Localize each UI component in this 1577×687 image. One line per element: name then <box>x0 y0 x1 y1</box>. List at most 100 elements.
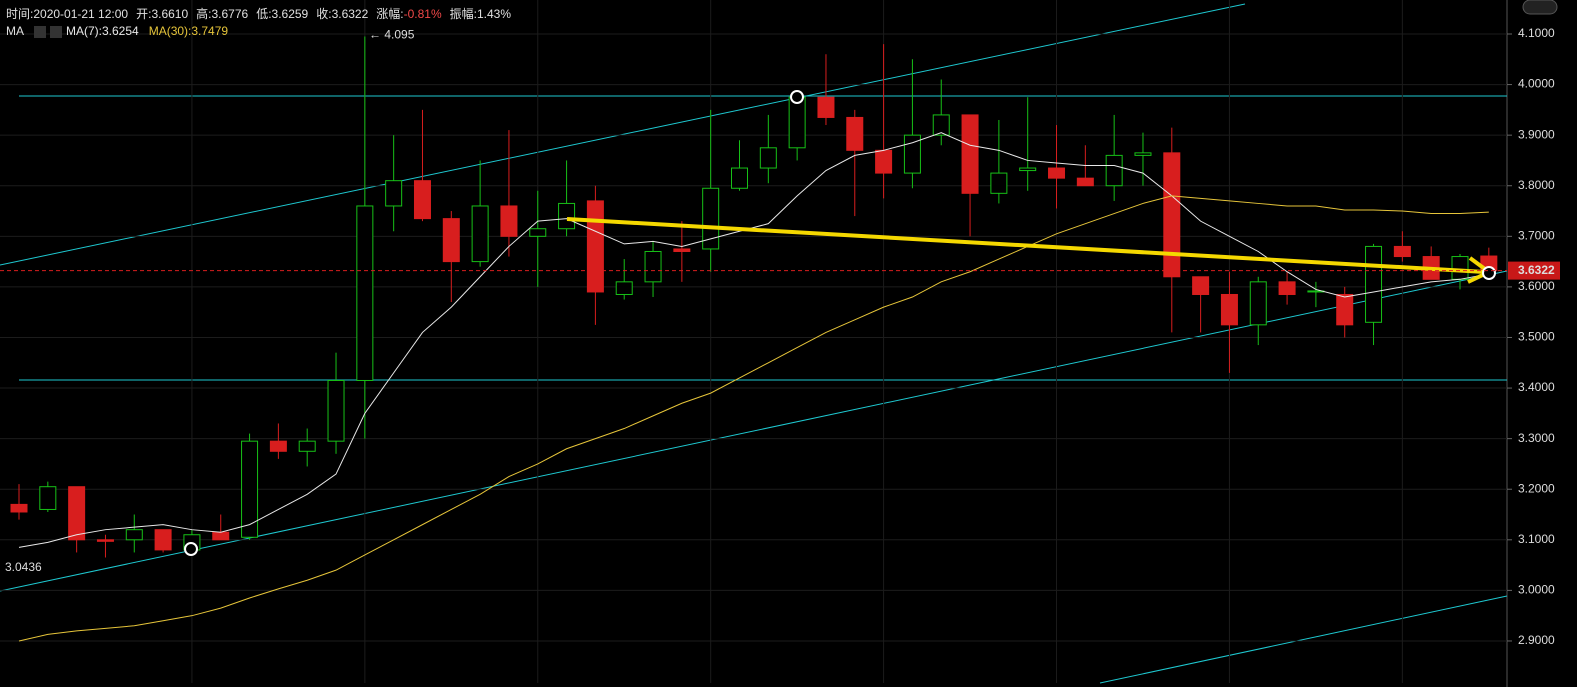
trend-line <box>0 3 1246 266</box>
candle-body <box>442 218 460 263</box>
candle-body <box>471 205 489 263</box>
candle-body <box>903 134 921 174</box>
info-item: 高:3.6776 <box>196 7 248 21</box>
info-label: 涨幅: <box>376 7 404 21</box>
candle-body <box>673 248 691 252</box>
info-value: 1.43% <box>477 7 512 21</box>
info-value: 3.6322 <box>331 7 369 21</box>
y-tick-label: 3.6000 <box>1518 279 1555 293</box>
settings-icon[interactable] <box>34 25 46 38</box>
candle-body <box>1192 276 1210 295</box>
candle-body <box>875 149 893 174</box>
info-value: -0.81% <box>403 7 442 21</box>
candle-body <box>1048 167 1066 179</box>
candle-body <box>1105 154 1123 187</box>
candle-body <box>1365 245 1383 323</box>
info-item: 低:3.6259 <box>256 7 308 21</box>
collapse-button[interactable] <box>1522 0 1558 15</box>
candle-body <box>731 167 748 189</box>
anchor-point <box>1482 266 1496 280</box>
candle-body <box>702 187 720 250</box>
info-item: 振幅:1.43% <box>450 7 511 21</box>
candle-body <box>96 539 114 542</box>
info-label: 低: <box>256 7 272 21</box>
candle-body <box>558 202 576 230</box>
trend-line <box>0 270 1508 592</box>
info-value: 2020-01-21 12:00 <box>33 7 129 21</box>
candle-body <box>961 114 979 194</box>
y-tick-label: 3.1000 <box>1518 532 1555 546</box>
indicator-name: MA <box>6 24 24 38</box>
arrow-line <box>566 217 1486 274</box>
y-tick-label: 3.2000 <box>1518 481 1555 495</box>
candle-body <box>154 529 172 551</box>
candle-body <box>529 228 547 237</box>
candle-body <box>269 440 287 452</box>
info-label: 高: <box>196 7 212 21</box>
candle-body <box>1220 293 1238 326</box>
info-item: 时间:2020-01-21 12:00 <box>6 7 128 21</box>
anchor-point <box>790 90 804 104</box>
candle-body <box>1134 152 1152 156</box>
low-annotation: 3.0436 <box>5 560 42 574</box>
high-annotation: ← 4.095 <box>369 28 415 42</box>
candle-body <box>759 147 777 169</box>
candle-body <box>990 172 1008 194</box>
y-tick-label: 3.3000 <box>1518 431 1555 445</box>
candle-body <box>1336 293 1354 326</box>
candle-body <box>500 205 518 237</box>
last-price-label: 3.6322 <box>1518 263 1555 277</box>
anchor-point <box>184 542 198 556</box>
ma-line <box>18 195 1489 642</box>
candle-body <box>1019 167 1037 172</box>
candle-body <box>846 116 864 151</box>
candle-body <box>586 200 604 293</box>
info-label: 振幅: <box>449 7 477 21</box>
candle-body <box>1163 152 1181 278</box>
info-label: 时间: <box>6 7 34 21</box>
y-tick-label: 2.9000 <box>1518 633 1555 647</box>
last-price-box <box>1508 261 1560 280</box>
legend-entry: MA(7):3.6254 <box>66 24 139 38</box>
candle-body <box>644 250 662 283</box>
candle-body <box>39 486 57 510</box>
info-item: 收:3.6322 <box>316 7 368 21</box>
candle-body <box>413 180 431 220</box>
candle-body <box>788 96 806 149</box>
y-tick-label: 3.7000 <box>1518 228 1555 242</box>
indicator-legend: MA MA(7):3.6254 MA(30):3.7479 <box>6 24 238 38</box>
close-icon[interactable] <box>50 25 62 38</box>
candle-body <box>68 486 86 541</box>
y-tick-label: 3.8000 <box>1518 178 1555 192</box>
legend-entry: MA(30):3.7479 <box>148 24 229 38</box>
candle-body <box>356 205 374 381</box>
candle-body <box>817 96 835 118</box>
candle-body <box>385 180 403 207</box>
candle-body <box>615 281 633 295</box>
candle-body <box>212 531 230 541</box>
info-value: 3.6610 <box>151 7 189 21</box>
info-label: 收: <box>316 7 332 21</box>
y-tick-label: 4.1000 <box>1518 26 1555 40</box>
info-item: 开:3.6610 <box>136 7 188 21</box>
info-label: 开: <box>136 7 152 21</box>
y-tick-label: 3.5000 <box>1518 330 1555 344</box>
candle-body <box>125 529 143 541</box>
y-tick-label: 4.0000 <box>1518 77 1555 91</box>
candle-body <box>1076 177 1094 187</box>
drawings <box>0 0 1508 684</box>
ma-line <box>18 132 1489 548</box>
candle-body <box>1393 245 1411 258</box>
candle-body <box>932 114 950 136</box>
candle-body <box>241 440 259 538</box>
candle-body <box>1249 281 1267 326</box>
info-bar: 时间:2020-01-21 12:00 开:3.6610 高:3.6776 低:3.6… <box>6 5 519 22</box>
candle-body <box>10 503 28 513</box>
candle-body <box>1451 256 1469 280</box>
info-value: 3.6259 <box>271 7 309 21</box>
info-value: 3.6776 <box>211 7 249 21</box>
y-tick-label: 3.4000 <box>1518 380 1555 394</box>
candle-body <box>327 379 345 442</box>
